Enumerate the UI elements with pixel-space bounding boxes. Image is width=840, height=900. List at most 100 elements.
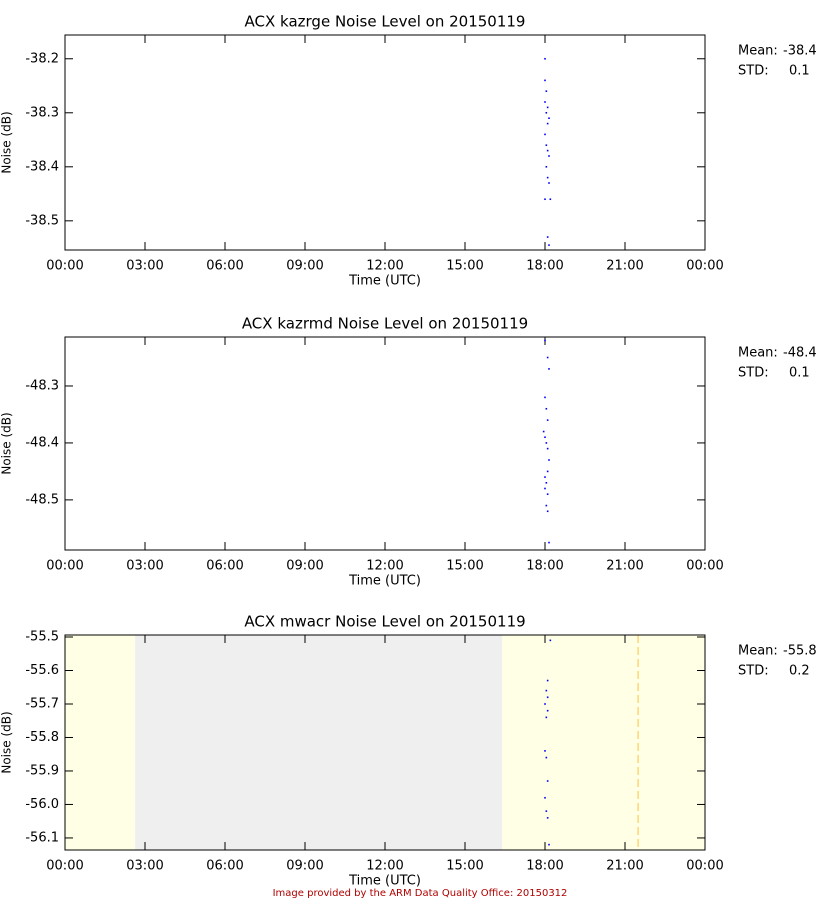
x-tick-label: 18:00 xyxy=(526,859,563,874)
mean-label: Mean: xyxy=(738,44,778,59)
x-tick-label: 15:00 xyxy=(446,559,483,574)
point xyxy=(545,481,548,484)
x-tick-label: 09:00 xyxy=(286,259,323,274)
x-axis-label: Time (UTC) xyxy=(348,874,421,889)
y-axis-label: Noise (dB) xyxy=(0,711,14,773)
x-axis-label: Time (UTC) xyxy=(348,274,421,289)
point xyxy=(544,339,546,342)
y-axis-label: Noise (dB) xyxy=(0,111,14,173)
point xyxy=(546,709,549,712)
x-tick-label: 00:00 xyxy=(686,859,723,874)
x-tick-label: 00:00 xyxy=(46,259,83,274)
point xyxy=(544,101,546,103)
point xyxy=(546,236,549,238)
point xyxy=(544,396,546,399)
point xyxy=(548,155,550,157)
y-tick-label: -38.4 xyxy=(25,159,59,174)
point xyxy=(546,419,549,421)
chart-title: ACX kazrge Noise Level on 20150119 xyxy=(245,13,526,31)
point xyxy=(545,442,548,444)
y-tick-label: -56.0 xyxy=(25,797,59,812)
mean-value: -48.4 xyxy=(783,346,817,361)
point xyxy=(544,57,546,60)
x-tick-label: 00:00 xyxy=(46,859,83,874)
point xyxy=(544,703,546,705)
point xyxy=(544,476,546,478)
point xyxy=(544,796,546,799)
point xyxy=(545,90,548,92)
y-tick-label: -55.9 xyxy=(25,763,59,778)
plot-frame xyxy=(64,34,706,251)
point xyxy=(545,111,548,114)
y-tick-label: -38.3 xyxy=(25,105,59,120)
y-tick-label: -38.5 xyxy=(25,213,59,228)
mean-value: -55.8 xyxy=(783,644,817,659)
point xyxy=(546,493,549,495)
std-value: 0.1 xyxy=(789,64,810,79)
x-tick-label: 03:00 xyxy=(126,859,163,874)
point xyxy=(546,176,549,179)
point xyxy=(546,780,549,782)
x-tick-label: 03:00 xyxy=(126,559,163,574)
x-tick-label: 00:00 xyxy=(686,259,723,274)
point xyxy=(546,149,549,152)
point xyxy=(544,487,546,490)
point xyxy=(546,817,549,819)
point xyxy=(542,430,545,433)
point xyxy=(548,368,550,370)
y-tick-label: -55.6 xyxy=(25,663,59,678)
point xyxy=(545,689,548,692)
y-tick-label: -48.5 xyxy=(25,492,59,507)
chart-title: ACX mwacr Noise Level on 20150119 xyxy=(244,613,525,631)
point xyxy=(546,510,549,513)
x-tick-label: 21:00 xyxy=(606,259,643,274)
point xyxy=(546,679,549,682)
x-tick-label: 15:00 xyxy=(446,859,483,874)
point xyxy=(549,198,552,201)
y-tick-label: -48.4 xyxy=(25,435,59,450)
std-value: 0.2 xyxy=(789,664,810,679)
std-label: STD: xyxy=(738,664,769,679)
x-tick-label: 00:00 xyxy=(686,559,723,574)
shaded-region xyxy=(135,635,503,850)
mean-value: -38.4 xyxy=(783,44,817,59)
point xyxy=(546,106,549,109)
x-tick-label: 18:00 xyxy=(526,559,563,574)
y-axis-label: Noise (dB) xyxy=(0,412,14,474)
x-tick-label: 12:00 xyxy=(366,259,403,274)
footer: Image provided by the ARM Data Quality O… xyxy=(273,888,568,899)
point xyxy=(545,166,548,168)
point xyxy=(545,504,548,507)
point xyxy=(546,122,549,125)
point xyxy=(544,79,546,82)
std-value: 0.1 xyxy=(789,366,810,381)
point xyxy=(545,810,548,812)
point xyxy=(548,182,550,184)
point xyxy=(545,407,548,410)
point xyxy=(548,117,550,119)
std-label: STD: xyxy=(738,366,769,381)
point xyxy=(544,750,546,752)
x-tick-label: 18:00 xyxy=(526,259,563,274)
x-tick-label: 09:00 xyxy=(286,559,323,574)
x-tick-label: 06:00 xyxy=(206,259,243,274)
point xyxy=(546,696,549,699)
x-tick-label: 06:00 xyxy=(206,859,243,874)
std-label: STD: xyxy=(738,64,769,79)
point xyxy=(546,447,549,450)
point xyxy=(546,356,549,359)
point xyxy=(545,144,548,147)
x-tick-label: 00:00 xyxy=(46,559,83,574)
chart-title: ACX kazrmd Noise Level on 20150119 xyxy=(242,315,528,333)
y-tick-label: -38.2 xyxy=(25,51,59,66)
x-tick-label: 15:00 xyxy=(446,259,483,274)
point xyxy=(546,470,549,473)
point xyxy=(548,244,550,246)
y-tick-label: -55.8 xyxy=(25,730,59,745)
x-tick-label: 12:00 xyxy=(366,559,403,574)
point xyxy=(548,843,550,846)
x-tick-label: 09:00 xyxy=(286,859,323,874)
y-tick-label: -55.7 xyxy=(25,696,59,711)
y-tick-label: -48.3 xyxy=(25,378,59,393)
y-tick-label: -56.1 xyxy=(25,830,59,845)
